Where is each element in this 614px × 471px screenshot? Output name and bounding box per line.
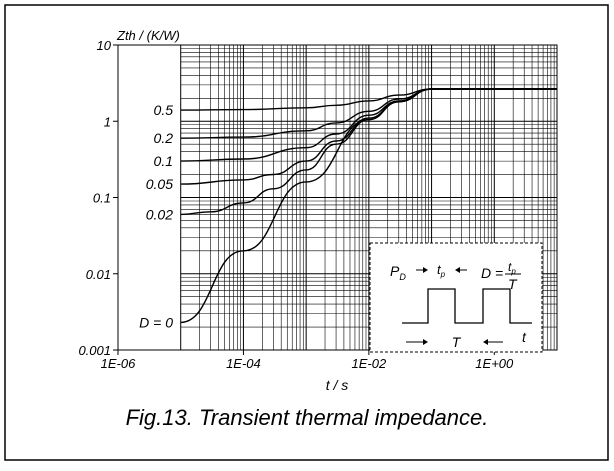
y-axis-label: Zth / (K/W)	[116, 28, 180, 43]
y-tick-label: 10	[97, 38, 112, 53]
y-tick-label: 1	[104, 114, 111, 129]
pd-label: PD	[390, 263, 406, 282]
axis-ticks: 1E-06 1E-04 1E-02 1E+00 0.001 0.01 0.1 1 10	[78, 38, 514, 371]
frac-denominator: T	[508, 276, 518, 292]
y-tick-label: 0.01	[86, 267, 111, 282]
curve-label: 0.5	[154, 102, 174, 118]
curve-label: 0.2	[154, 130, 174, 146]
tp-arrowhead-right	[455, 267, 460, 273]
curves	[180, 88, 557, 324]
period-label: T	[452, 334, 462, 350]
inset-box	[369, 242, 543, 353]
tp-label: tp	[437, 262, 446, 279]
duty-label: D =	[481, 265, 503, 281]
figure-caption: Fig.13. Transient thermal impedance.	[125, 405, 489, 430]
curve-label: D = 0	[139, 314, 173, 330]
curve-label: 0.1	[154, 153, 173, 169]
period-arrowhead-right	[483, 339, 488, 345]
x-tick-label: 1E-06	[101, 356, 136, 371]
curve-labels: 0.5 0.2 0.1 0.05 0.02 D = 0	[139, 102, 173, 330]
y-tick-label: 0.1	[93, 191, 111, 206]
curve-label: 0.02	[146, 206, 173, 222]
pulse-inset: PD tp D = tp T t T	[369, 242, 543, 353]
frac-numerator: tp	[508, 260, 516, 276]
x-tick-label: 1E-02	[352, 356, 387, 371]
x-tick-label: 1E-04	[226, 356, 261, 371]
x-axis-label: t / s	[326, 377, 349, 393]
period-arrowhead-left	[423, 339, 428, 345]
curve-line	[180, 88, 557, 324]
curve-label: 0.05	[146, 176, 173, 192]
x-tick-label: 1E+00	[475, 356, 514, 371]
time-axis-label: t	[522, 329, 527, 345]
y-tick-label: 0.001	[78, 343, 111, 358]
pulse-waveform	[402, 288, 532, 324]
tp-arrowhead-left	[423, 267, 428, 273]
